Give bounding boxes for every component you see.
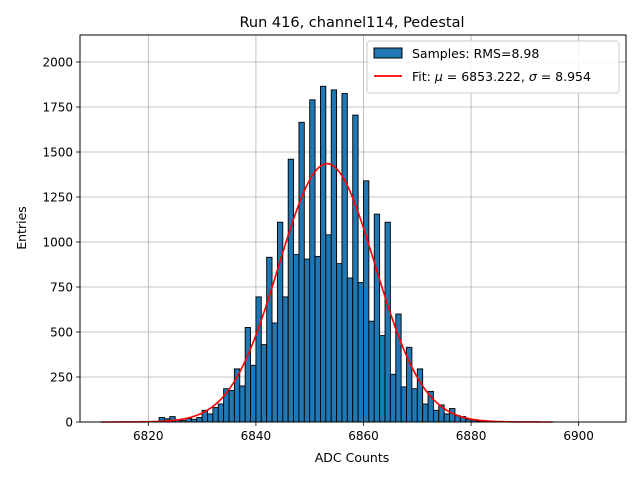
- x-axis-label: ADC Counts: [315, 450, 390, 465]
- histogram-bar: [207, 413, 214, 423]
- x-tick-label: 6900: [563, 429, 594, 443]
- legend: Samples: RMS=8.98 Fit: μ = 6853.222, σ =…: [366, 40, 620, 94]
- histogram-bar: [320, 85, 327, 423]
- histogram-bar: [432, 409, 440, 423]
- x-tick-label: 6860: [348, 429, 379, 443]
- histogram-bar: [287, 158, 295, 423]
- histogram-bar: [276, 221, 284, 423]
- legend-swatch-samples: [373, 47, 403, 59]
- histogram-bar: [416, 368, 424, 423]
- y-tick-label: 2000: [42, 56, 73, 70]
- histogram-bar: [250, 364, 257, 423]
- y-tick-label: 750: [50, 281, 73, 295]
- histogram-bar: [239, 385, 246, 423]
- y-axis-ticks: 0 250 500 750 1000 1250 1500 1750 2000: [42, 56, 80, 430]
- histogram-bar: [217, 403, 225, 423]
- histogram-bar: [368, 320, 375, 423]
- fit-curve: [100, 162, 553, 423]
- histogram-bar: [228, 390, 235, 423]
- legend-label-samples: Samples: RMS=8.98: [412, 46, 539, 61]
- y-tick-label: 250: [50, 371, 73, 385]
- histogram-bar: [449, 408, 456, 423]
- histogram-bar: [389, 373, 397, 423]
- histogram-bar: [266, 256, 273, 423]
- chart-title: Run 416, channel114, Pedestal: [239, 15, 464, 31]
- histogram-bar: [341, 93, 348, 423]
- y-tick-label: 1750: [42, 101, 73, 115]
- histogram-bar: [303, 258, 311, 423]
- histogram-bar: [271, 322, 278, 423]
- histogram-bar: [411, 388, 418, 423]
- legend-box: [366, 40, 620, 94]
- histogram-bar: [346, 277, 354, 423]
- histogram-bar: [379, 335, 386, 423]
- y-tick-label: 500: [50, 326, 73, 340]
- plot-frame: [79, 34, 627, 423]
- histogram-bar: [330, 89, 338, 423]
- histogram-bar: [400, 386, 407, 423]
- x-axis-ticks: 6820 6840 6860 6880 6900: [133, 422, 594, 443]
- histogram-bar: [298, 121, 305, 423]
- histogram-bar: [282, 296, 289, 423]
- histogram-bars: [158, 85, 488, 423]
- histogram-bar: [384, 221, 391, 423]
- y-axis-label: Entries: [14, 206, 29, 250]
- legend-label-fit: Fit: μ = 6853.222, σ = 8.954: [412, 69, 591, 84]
- histogram-bar: [314, 255, 321, 423]
- x-tick-label: 6820: [133, 429, 164, 443]
- histogram-bar: [373, 213, 381, 423]
- y-tick-label: 1500: [42, 146, 73, 160]
- histogram-bar: [363, 180, 370, 423]
- x-tick-label: 6880: [456, 429, 487, 443]
- x-tick-label: 6840: [241, 429, 272, 443]
- histogram-bar: [255, 296, 262, 423]
- histogram-bar: [244, 327, 251, 423]
- histogram-bar: [336, 263, 343, 423]
- y-tick-label: 1000: [42, 236, 73, 250]
- histogram-bar: [443, 413, 451, 423]
- y-tick-label: 0: [65, 416, 73, 430]
- histogram-bar: [309, 99, 316, 423]
- histogram-bar: [357, 282, 364, 423]
- histogram-bar: [422, 403, 429, 423]
- histogram-bar: [260, 344, 268, 423]
- histogram-bar: [212, 407, 219, 423]
- histogram-bar: [352, 114, 359, 423]
- histogram-bar: [325, 234, 332, 423]
- y-tick-label: 1250: [42, 191, 73, 205]
- histogram-bar: [196, 417, 203, 423]
- histogram-bar: [293, 254, 300, 423]
